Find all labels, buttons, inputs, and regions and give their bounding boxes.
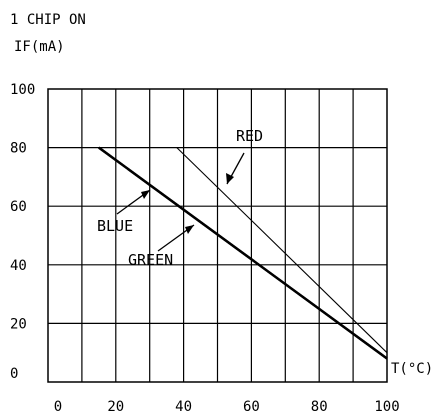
series-line-green: [98, 146, 388, 360]
annotation-red-label: RED: [236, 127, 263, 145]
annotation-green-arrowhead: [185, 225, 194, 234]
y-tick-label: 40: [10, 258, 27, 274]
x-tick-label: 20: [107, 399, 124, 415]
y-tick-label: 60: [10, 199, 27, 215]
series-lines: [98, 146, 388, 360]
x-axis-label: T(°C): [391, 361, 433, 377]
y-tick-label: 100: [10, 82, 35, 98]
x-tick-label: 40: [175, 399, 192, 415]
annotation-green-label: GREEN: [128, 251, 173, 269]
annotation-blue-label: BLUE: [97, 217, 133, 235]
y-axis-label: IF(mA): [14, 39, 65, 55]
x-tick-labels: 0 20 40 60 80 100: [54, 399, 400, 415]
x-tick-label: 100: [374, 399, 399, 415]
x-tick-label: 60: [243, 399, 260, 415]
x-tick-label: 80: [311, 399, 328, 415]
annotations: RED BLUE GREEN: [97, 127, 263, 269]
annotation-blue-arrowhead: [141, 190, 150, 199]
annotation-red-arrowhead: [226, 173, 234, 184]
y-tick-label: 0: [10, 366, 18, 382]
y-tick-labels: 0 20 40 60 80 100: [10, 82, 35, 382]
x-tick-label: 0: [54, 399, 62, 415]
y-tick-label: 80: [10, 141, 27, 157]
series-line-red: [176, 147, 388, 354]
y-tick-label: 20: [10, 316, 27, 332]
chart-title: 1 CHIP ON: [10, 12, 86, 28]
